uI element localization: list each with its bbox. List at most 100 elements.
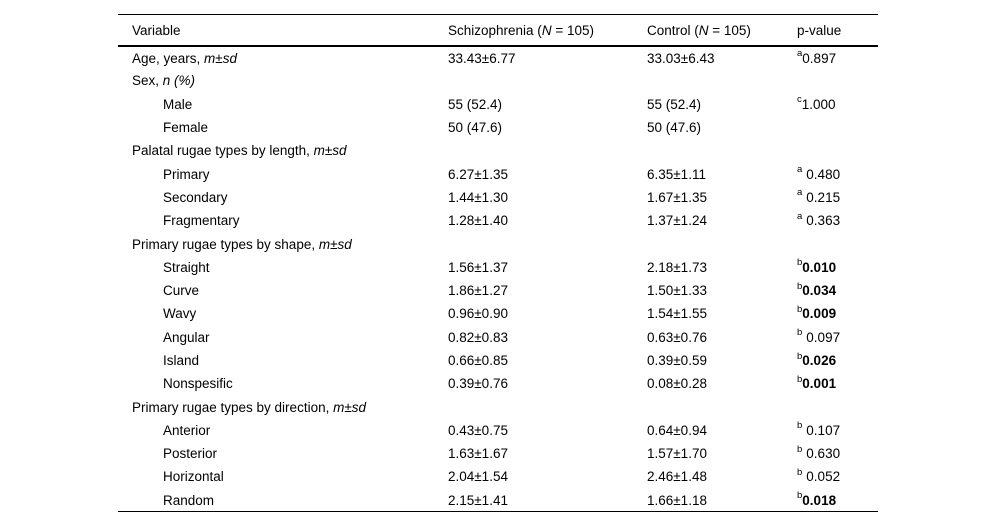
variable-label: Curve	[163, 283, 200, 299]
control-value-cell: 1.54±1.55	[647, 306, 707, 322]
table-row: Female 50 (47.6) 50 (47.6)	[118, 116, 878, 139]
footnote-marker: b	[797, 490, 803, 502]
p-value-cell: a 0.480	[797, 162, 878, 185]
control-value-cell: 1.57±1.70	[647, 446, 707, 462]
table-row: Age, years, m±sd 33.43±6.77 33.03±6.43 a0.8…	[118, 46, 878, 69]
col-header-control-pre: Control (	[647, 22, 699, 38]
p-value-cell: b0.034	[797, 279, 878, 302]
schizophrenia-value-cell: 55 (52.4)	[448, 96, 503, 112]
col-header-p-value-label: p-value	[797, 22, 842, 38]
schizophrenia-value-cell: 2.15±1.41	[448, 492, 508, 508]
variable-label: Female	[163, 120, 209, 136]
variable-label: Palatal rugae types by length,	[132, 143, 314, 159]
p-value-cell: b0.026	[797, 349, 878, 372]
footnote-marker: a	[797, 164, 803, 176]
footnote-marker: b	[797, 466, 803, 478]
footnote-marker: b	[797, 443, 803, 455]
schizophrenia-value-cell: 1.86±1.27	[448, 283, 508, 299]
variable-cell: Nonspesific	[118, 372, 448, 395]
schizophrenia-value-cell: 0.82±0.83	[448, 329, 508, 345]
table-row: Secondary 1.44±1.30 1.67±1.35 a 0.215	[118, 186, 878, 209]
variable-label-italic: m±sd	[204, 50, 237, 66]
control-value-cell	[647, 232, 797, 255]
variable-label: Straight	[163, 259, 210, 275]
col-header-schizophrenia-n: N	[541, 22, 552, 38]
variable-cell: Sex, n (%)	[118, 69, 448, 92]
table-row: Island 0.66±0.85 0.39±0.59 b0.026	[118, 349, 878, 372]
p-value-cell: a0.897	[797, 46, 878, 69]
p-value: 1.000	[801, 96, 836, 112]
p-value-cell: c1.000	[797, 93, 878, 116]
variable-cell: Age, years, m±sd	[118, 46, 448, 69]
schizophrenia-value-cell: 33.43±6.77	[448, 50, 516, 66]
variable-cell: Wavy	[118, 302, 448, 325]
table-row: Curve 1.86±1.27 1.50±1.33 b0.034	[118, 279, 878, 302]
p-value: 0.480	[806, 166, 841, 182]
variable-cell: Female	[118, 116, 448, 139]
control-value-cell: 33.03±6.43	[647, 50, 715, 66]
footnote-marker: c	[797, 94, 802, 106]
p-value: 0.630	[806, 446, 841, 462]
col-header-p-value: p-value	[797, 15, 878, 47]
p-value-cell: a 0.363	[797, 209, 878, 232]
p-value-cell	[797, 69, 878, 92]
schizophrenia-value-cell: 6.27±1.35	[448, 166, 508, 182]
p-value-cell	[797, 232, 878, 255]
footnote-marker: b	[797, 303, 803, 315]
p-value: 0.097	[806, 329, 841, 345]
variable-cell: Primary rugae types by shape, m±sd	[118, 232, 448, 255]
variable-label: Fragmentary	[163, 213, 240, 229]
footnote-marker: a	[797, 210, 803, 222]
control-value-cell: 0.64±0.94	[647, 422, 707, 438]
table-row: Horizontal 2.04±1.54 2.46±1.48 b 0.052	[118, 465, 878, 488]
control-value-cell: 1.66±1.18	[647, 492, 707, 508]
variable-label: Random	[163, 492, 215, 508]
table-row: Sex, n (%)	[118, 69, 878, 92]
variable-cell: Angular	[118, 326, 448, 349]
table-row: Primary rugae types by direction, m±sd	[118, 395, 878, 418]
footnote-marker: b	[797, 350, 803, 362]
schizophrenia-value-cell: 1.28±1.40	[448, 213, 508, 229]
variable-cell: Palatal rugae types by length, m±sd	[118, 139, 448, 162]
p-value: 0.018	[802, 492, 837, 508]
variable-label: Male	[163, 96, 193, 112]
table-row: Palatal rugae types by length, m±sd	[118, 139, 878, 162]
variable-cell: Posterior	[118, 442, 448, 465]
variable-label: Wavy	[163, 306, 197, 322]
p-value-cell	[797, 139, 878, 162]
col-header-control: Control (N = 105)	[647, 15, 797, 47]
variable-cell: Secondary	[118, 186, 448, 209]
schizophrenia-value-cell: 0.39±0.76	[448, 376, 508, 392]
col-header-schizophrenia-pre: Schizophrenia (	[448, 22, 542, 38]
p-value: 0.052	[806, 469, 841, 485]
schizophrenia-value-cell: 2.04±1.54	[448, 469, 508, 485]
schizophrenia-value-cell: 1.56±1.37	[448, 259, 508, 275]
control-value-cell	[647, 395, 797, 418]
footnote-marker: a	[797, 48, 803, 60]
control-value-cell: 1.50±1.33	[647, 283, 707, 299]
variable-label: Secondary	[163, 189, 228, 205]
control-value-cell: 50 (47.6)	[647, 120, 702, 136]
table-body: Age, years, m±sd 33.43±6.77 33.03±6.43 a0.8…	[118, 46, 878, 512]
p-value-cell: a 0.215	[797, 186, 878, 209]
p-value-cell: b 0.107	[797, 419, 878, 442]
control-value-cell: 55 (52.4)	[647, 96, 702, 112]
schizophrenia-value-cell: 1.44±1.30	[448, 189, 508, 205]
p-value: 0.009	[802, 306, 837, 322]
schizophrenia-value-cell: 0.66±0.85	[448, 353, 508, 368]
schizophrenia-value-cell: 0.43±0.75	[448, 422, 508, 438]
col-header-schizophrenia: Schizophrenia (N = 105)	[448, 15, 647, 47]
variable-label: Posterior	[163, 446, 218, 462]
variable-label-italic: m±sd	[313, 143, 347, 159]
variable-label: Nonspesific	[163, 376, 233, 392]
p-value-cell: b0.009	[797, 302, 878, 325]
schizophrenia-value-cell	[448, 232, 647, 255]
p-value-cell: b0.001	[797, 372, 878, 395]
p-value-cell	[797, 116, 878, 139]
variable-cell: Fragmentary	[118, 209, 448, 232]
variable-label: Horizontal	[163, 469, 224, 485]
p-value: 0.363	[806, 213, 841, 229]
table-row: Nonspesific 0.39±0.76 0.08±0.28 b0.001	[118, 372, 878, 395]
control-value-cell: 2.18±1.73	[647, 259, 707, 275]
